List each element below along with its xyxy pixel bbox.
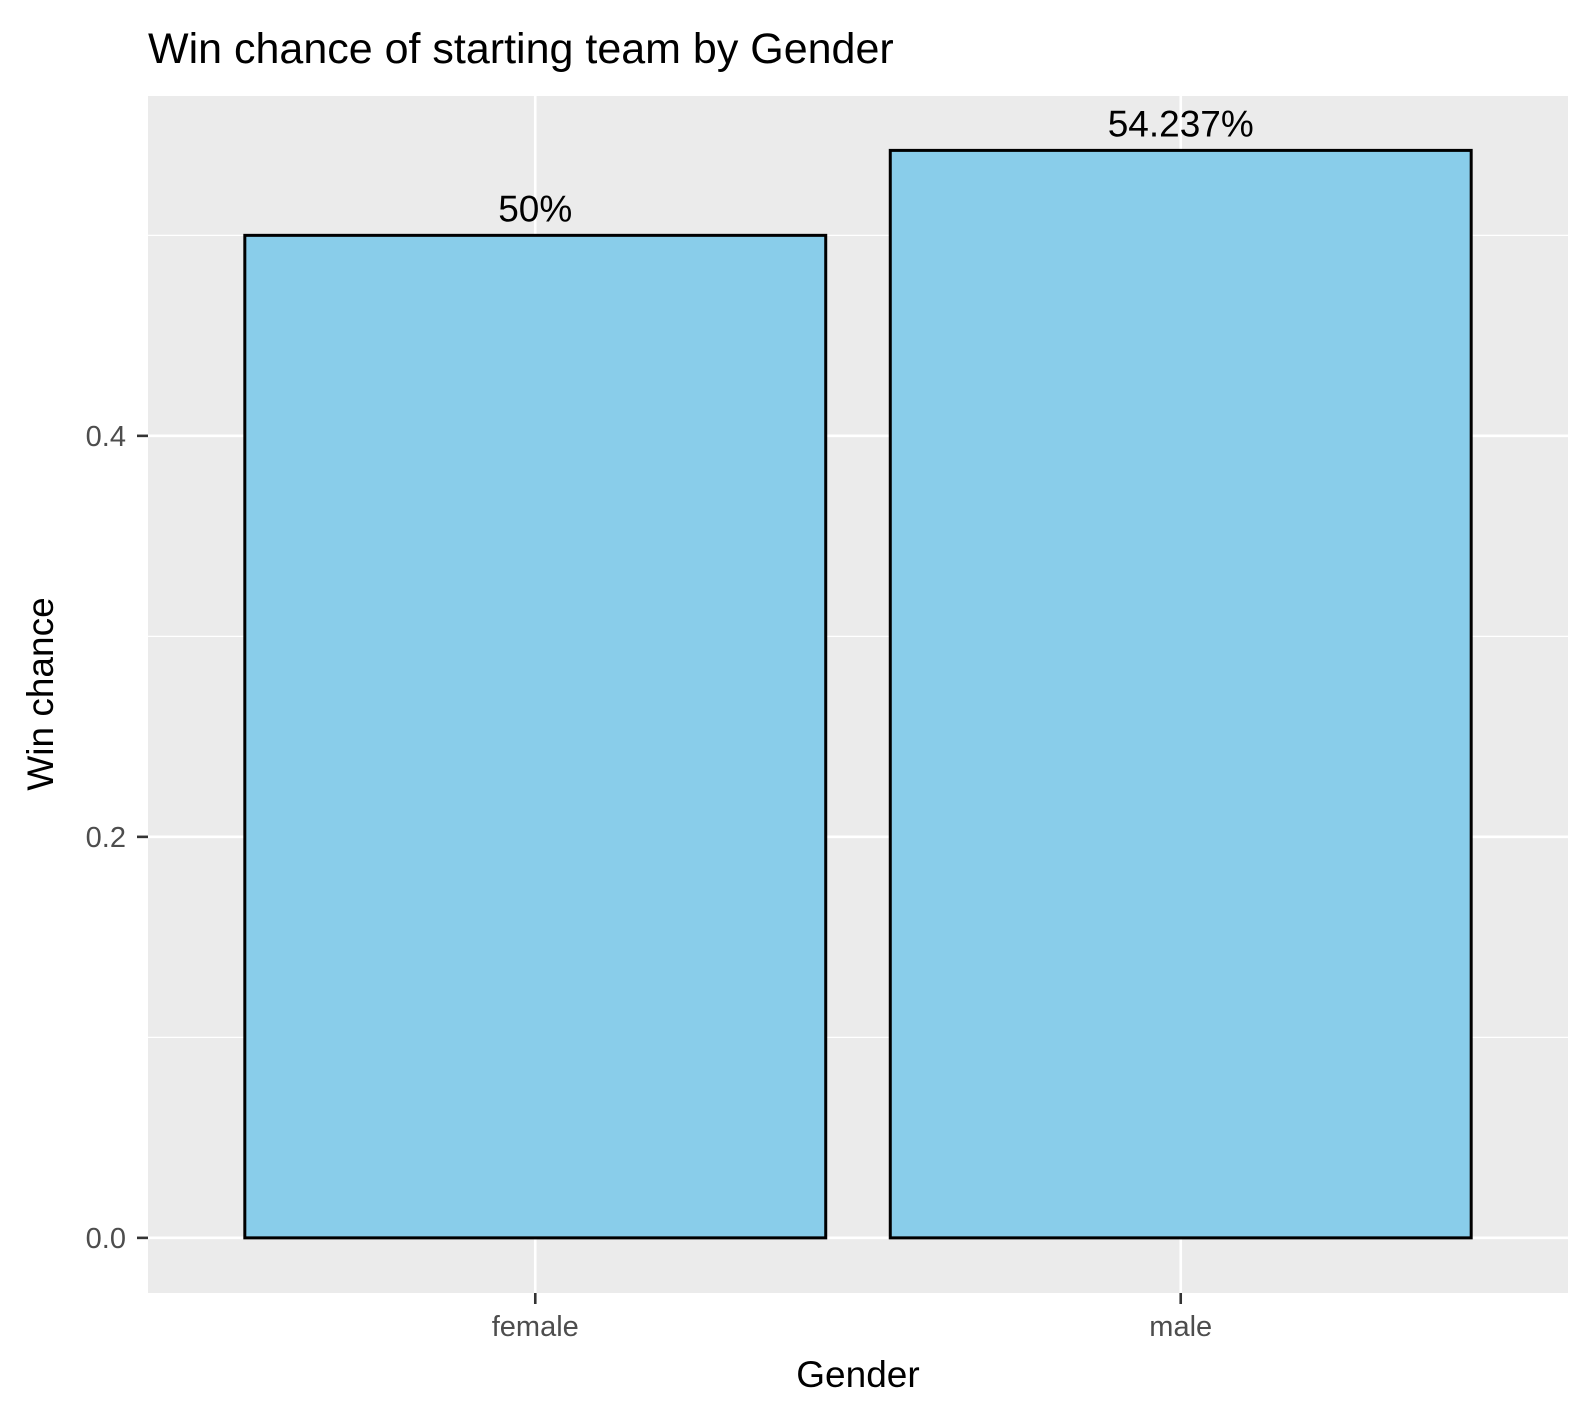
y-axis-title: Win chance <box>20 597 61 790</box>
bar-male <box>888 148 1473 1240</box>
y-axis: 0.0 0.2 0.4 <box>86 421 148 1255</box>
x-tick-label-male: male <box>1149 1311 1212 1343</box>
bars <box>243 148 1473 1240</box>
data-label-female: 50% <box>498 188 572 229</box>
chart-title: Win chance of starting team by Gender <box>148 25 894 73</box>
y-tick-label: 0.2 <box>86 822 126 854</box>
x-axis: female male <box>492 1293 1212 1343</box>
y-tick-label: 0.4 <box>86 421 126 453</box>
data-labels: 50% 54.237% <box>498 103 1254 229</box>
x-tick-label-female: female <box>492 1311 579 1343</box>
y-tick-label: 0.0 <box>86 1223 126 1255</box>
bar-female <box>243 233 828 1240</box>
x-axis-title: Gender <box>796 1354 919 1395</box>
data-label-male: 54.237% <box>1108 103 1254 144</box>
